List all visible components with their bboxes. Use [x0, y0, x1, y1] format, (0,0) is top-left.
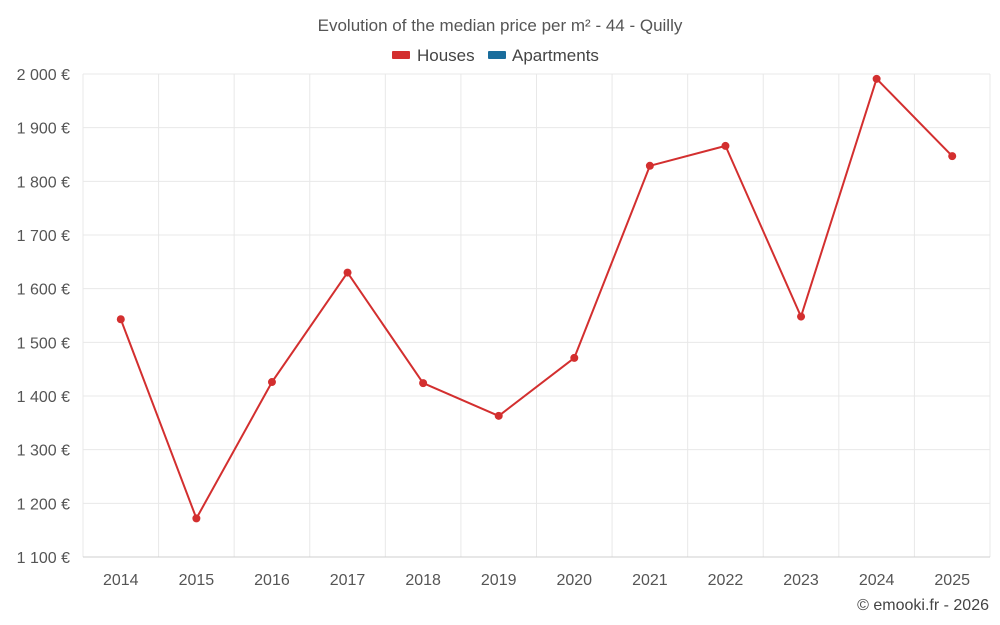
data-point-houses[interactable]	[570, 353, 579, 362]
legend-label-houses: Houses	[417, 46, 475, 65]
x-tick-label: 2016	[254, 572, 290, 589]
series-layer	[116, 74, 957, 523]
data-point-houses[interactable]	[192, 514, 201, 523]
data-point-houses[interactable]	[116, 315, 125, 324]
y-tick-label: 1 300 €	[17, 443, 70, 460]
legend-item-apartments[interactable]: Apartments	[488, 46, 599, 65]
legend: Houses Apartments	[392, 46, 599, 65]
y-axis-labels: 1 100 € 1 200 € 1 300 € 1 400 € 1 500 € 1 600…	[17, 67, 70, 567]
y-tick-label: 1 700 €	[17, 228, 70, 245]
x-tick-label: 2017	[330, 572, 366, 589]
x-tick-label: 2021	[632, 572, 668, 589]
data-point-houses[interactable]	[872, 74, 881, 83]
x-tick-label: 2014	[103, 572, 139, 589]
y-tick-label: 1 800 €	[17, 174, 70, 191]
legend-label-apartments: Apartments	[512, 46, 599, 65]
data-point-houses[interactable]	[797, 312, 806, 321]
data-point-houses[interactable]	[419, 379, 428, 388]
data-point-houses[interactable]	[645, 161, 654, 170]
legend-swatch-apartments	[488, 51, 506, 59]
x-tick-label: 2022	[708, 572, 744, 589]
x-axis-labels: 2014 2015 2016 2017 2018 2019 2020 2021 2022 2023…	[103, 572, 970, 589]
x-tick-label: 2019	[481, 572, 517, 589]
data-point-houses[interactable]	[267, 378, 276, 387]
y-tick-label: 1 500 €	[17, 335, 70, 352]
x-tick-label: 2024	[859, 572, 895, 589]
x-tick-label: 2023	[783, 572, 819, 589]
y-tick-label: 2 000 €	[17, 67, 70, 84]
x-tick-label: 2025	[934, 572, 970, 589]
legend-swatch-houses	[392, 51, 410, 59]
y-tick-label: 1 100 €	[17, 550, 70, 567]
x-gridlines	[82, 74, 991, 557]
x-tick-label: 2020	[556, 572, 592, 589]
y-tick-label: 1 900 €	[17, 121, 70, 138]
y-tick-label: 1 200 €	[17, 496, 70, 513]
data-point-houses[interactable]	[494, 411, 503, 420]
x-tick-label: 2018	[405, 572, 441, 589]
y-tick-label: 1 400 €	[17, 389, 70, 406]
x-tick-label: 2015	[179, 572, 215, 589]
data-point-houses[interactable]	[343, 268, 352, 277]
series-line-houses	[119, 77, 953, 520]
data-point-houses[interactable]	[948, 152, 957, 161]
data-point-houses[interactable]	[721, 141, 730, 150]
credit-text: © emooki.fr - 2026	[857, 597, 989, 614]
y-tick-label: 1 600 €	[17, 282, 70, 299]
chart-title: Evolution of the median price per m² - 4…	[318, 16, 683, 35]
legend-item-houses[interactable]: Houses	[392, 46, 475, 65]
